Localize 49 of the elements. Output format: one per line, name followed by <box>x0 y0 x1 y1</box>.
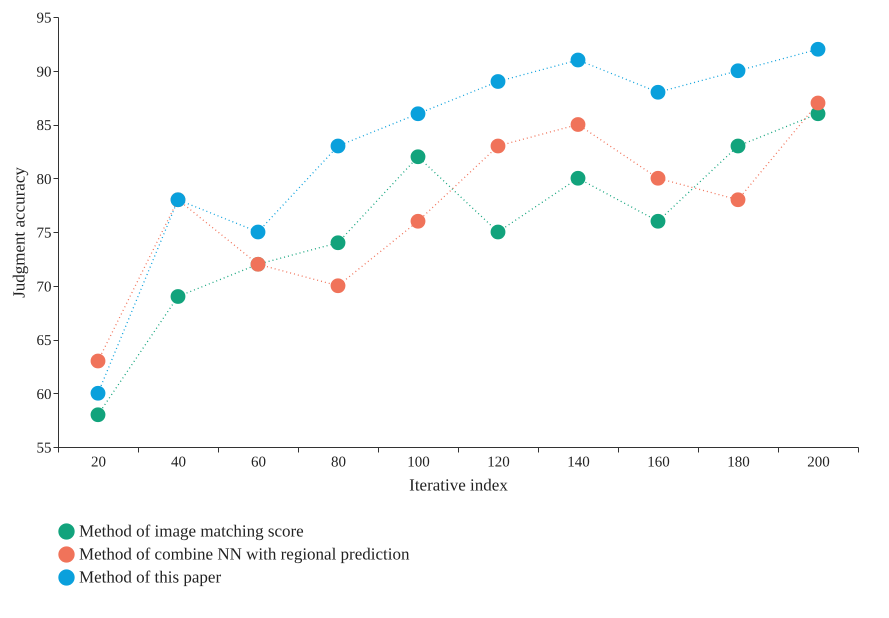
point <box>330 138 346 154</box>
point <box>410 149 426 164</box>
point <box>810 96 826 110</box>
point <box>730 138 746 154</box>
point <box>490 138 506 154</box>
point <box>650 170 666 186</box>
y-tick-label: 65 <box>36 333 52 349</box>
y-tick-label: 80 <box>36 172 52 188</box>
point <box>650 214 666 229</box>
point <box>490 74 506 89</box>
point <box>650 84 666 100</box>
point <box>810 42 826 57</box>
x-tick-label: 20 <box>91 454 106 470</box>
y-tick-label: 60 <box>36 386 52 403</box>
point <box>570 170 586 186</box>
point <box>170 289 186 304</box>
point <box>250 224 266 240</box>
y-tick-label: 55 <box>36 440 52 456</box>
point <box>570 117 586 132</box>
x-tick-label: 140 <box>567 454 590 470</box>
x-tick-label: 180 <box>727 454 750 470</box>
legend-label: Method of combine NN with regional prediction <box>79 544 410 564</box>
x-tick-label: 40 <box>171 454 186 470</box>
x-tick-label: 100 <box>407 454 430 470</box>
x-tick-label: 120 <box>487 454 510 470</box>
point <box>570 52 586 68</box>
point <box>730 192 746 208</box>
y-tick-label: 85 <box>36 118 52 134</box>
point <box>330 235 346 250</box>
x-tick-label: 60 <box>251 454 266 470</box>
x-tick-label: 80 <box>331 454 346 470</box>
legend-label: Method of this paper <box>79 568 222 586</box>
point <box>410 214 426 229</box>
x-tick-label: 160 <box>647 454 670 470</box>
y-tick-label: 75 <box>36 226 52 242</box>
x-tick-label: 200 <box>807 454 830 470</box>
y-tick-label: 70 <box>36 279 52 296</box>
y-tick-label: 95 <box>36 10 52 26</box>
x-axis-title: Iterative index <box>409 476 508 494</box>
y-tick-label: 90 <box>36 64 52 80</box>
y-axis-title: Judgment accuracy <box>10 166 28 298</box>
point <box>730 63 746 78</box>
point <box>90 407 106 422</box>
point <box>90 386 106 401</box>
point <box>410 106 426 122</box>
point <box>90 354 106 368</box>
legend-label: Method of image matching score <box>79 522 304 540</box>
point <box>490 224 506 240</box>
point <box>330 278 346 294</box>
